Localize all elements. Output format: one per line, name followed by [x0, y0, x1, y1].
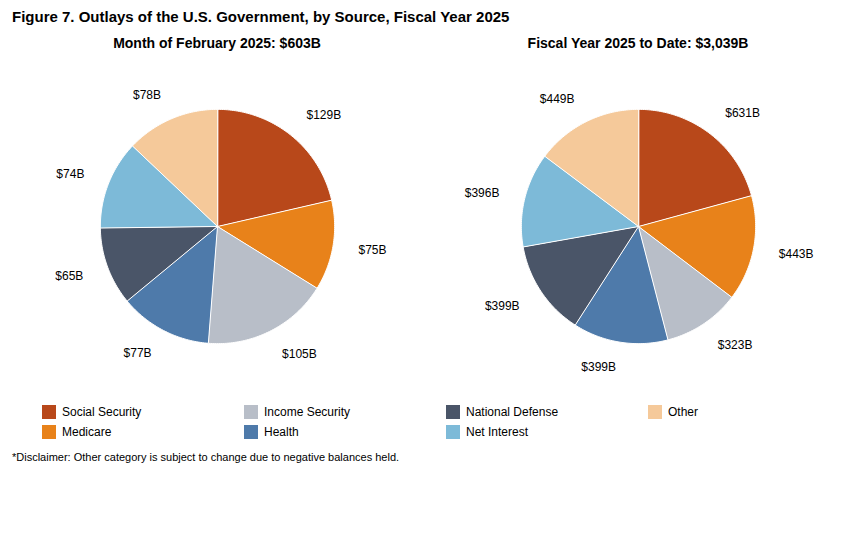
html-text:*Disclaimer: Other category is: *Disclaimer: Other category is subject t… [12, 451, 400, 463]
html-text:Month of February 2025: $603B: Month of February 2025: $603B [113, 35, 321, 51]
html-text:Other: Other [668, 405, 698, 419]
html-text:Medicare: Medicare [62, 425, 112, 439]
svg-text:$323B: $323B [718, 338, 753, 352]
svg-text:$631B: $631B [725, 106, 760, 120]
svg-text:$105B: $105B [282, 347, 317, 361]
svg-text:$396B: $396B [465, 186, 500, 200]
html-text:Social Security: Social Security [62, 405, 142, 419]
svg-text:$449B: $449B [540, 92, 575, 106]
html-text:Health: Health [264, 425, 299, 439]
svg-text:$74B: $74B [56, 167, 84, 181]
html-text:National Defense: National Defense [466, 405, 559, 419]
svg-text:$129B: $129B [306, 108, 341, 122]
svg-text:$399B: $399B [485, 299, 520, 313]
html-text:Income Security: Income Security [264, 405, 350, 419]
html-text:Net Interest: Net Interest [466, 425, 528, 439]
svg-text:$65B: $65B [55, 269, 83, 283]
svg-text:$78B: $78B [133, 88, 161, 102]
svg-text:$77B: $77B [124, 346, 152, 360]
svg-text:$399B: $399B [581, 360, 616, 374]
html-text:Figure 7. Outlays of the U.S.: Figure 7. Outlays of the U.S. Government… [12, 8, 510, 25]
html-text:Fiscal Year 2025 to Date: $3,0: Fiscal Year 2025 to Date: $3,039B [527, 35, 749, 51]
svg-text:$443B: $443B [779, 246, 814, 260]
svg-text:$75B: $75B [358, 243, 386, 257]
